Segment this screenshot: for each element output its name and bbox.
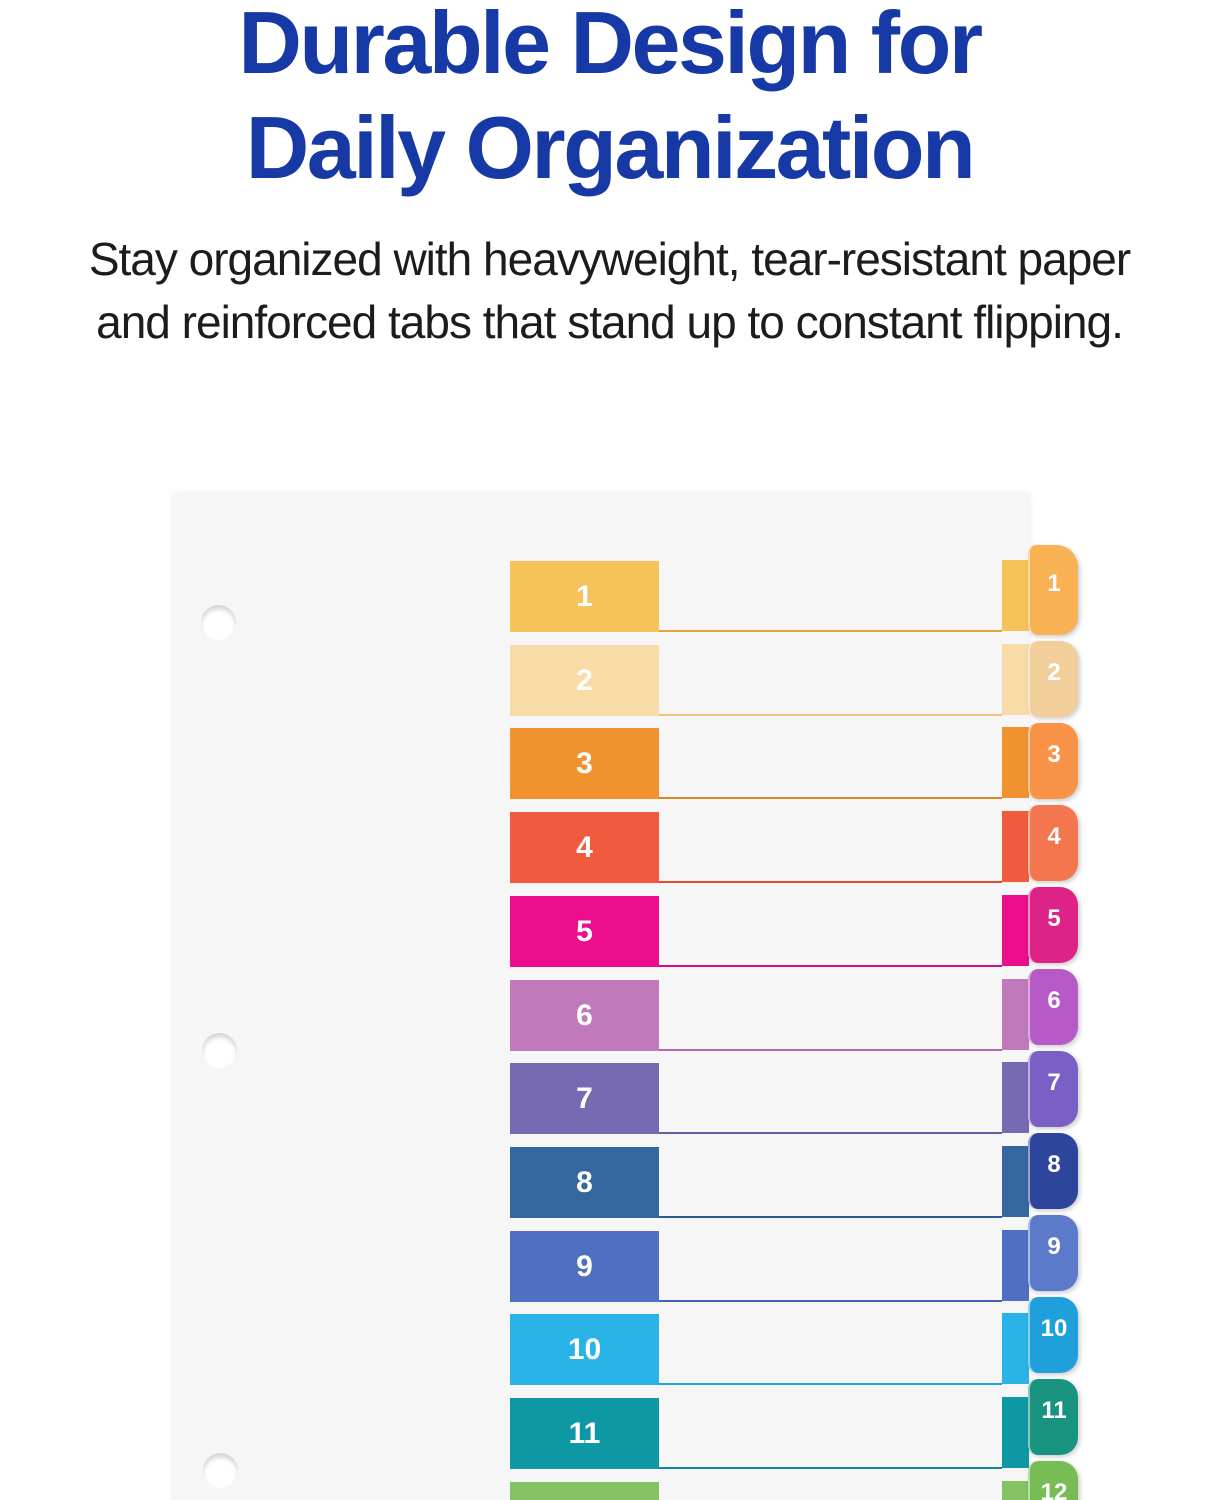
subtitle-line-2: and reinforced tabs that stand up to con… (96, 296, 1124, 348)
index-tab-4: 4 (1028, 805, 1078, 881)
divider-sheet: 112233445566778899101011111212 (174, 493, 1078, 1500)
row-rule-4 (659, 881, 1002, 883)
punch-hole-bottom (203, 1453, 238, 1488)
index-tab-12: 12 (1028, 1461, 1078, 1500)
row-rule-8 (659, 1216, 1002, 1218)
edge-strip-8 (1002, 1146, 1029, 1217)
tab-number: 11 (1041, 1397, 1067, 1424)
row-number: 2 (576, 663, 593, 697)
index-tab-9: 9 (1028, 1215, 1078, 1291)
row-rule-1 (659, 630, 1002, 632)
edge-strip-9 (1002, 1230, 1029, 1301)
index-tab-11: 11 (1028, 1379, 1078, 1455)
title-line-2: Daily Organization (245, 98, 976, 197)
edge-strip-10 (1002, 1313, 1029, 1384)
edge-strip-2 (1002, 644, 1029, 715)
title-line-1: Durable Design for (238, 0, 983, 92)
index-tab-10: 10 (1028, 1297, 1078, 1373)
punch-hole-middle (202, 1033, 237, 1068)
index-tab-3: 3 (1028, 723, 1078, 799)
row-rule-11 (659, 1467, 1002, 1469)
punch-hole-top (201, 605, 236, 640)
edge-strip-12 (1002, 1481, 1029, 1500)
index-tab-6: 6 (1028, 969, 1078, 1045)
row-rule-5 (659, 965, 1002, 967)
tab-number: 10 (1040, 1315, 1068, 1342)
row-block-8: 8 (510, 1147, 659, 1218)
row-number: 3 (576, 746, 593, 780)
edge-strip-11 (1002, 1397, 1029, 1468)
tab-number: 2 (1047, 659, 1061, 686)
tab-number: 12 (1040, 1479, 1068, 1500)
page-subtitle: Stay organized with heavyweight, tear-re… (0, 228, 1219, 354)
edge-strip-4 (1002, 811, 1029, 882)
row-number: 4 (576, 830, 593, 864)
index-tab-2: 2 (1028, 641, 1078, 717)
tab-number: 6 (1047, 987, 1061, 1014)
tab-number: 3 (1047, 741, 1061, 768)
row-block-11: 11 (510, 1398, 659, 1469)
row-block-5: 5 (510, 896, 659, 967)
edge-strip-5 (1002, 895, 1029, 966)
row-number: 6 (576, 998, 593, 1032)
subtitle-line-1: Stay organized with heavyweight, tear-re… (88, 233, 1131, 285)
edge-strip-7 (1002, 1062, 1029, 1133)
index-tab-7: 7 (1028, 1051, 1078, 1127)
row-number: 9 (576, 1249, 593, 1283)
row-block-6: 6 (510, 980, 659, 1051)
row-rule-7 (659, 1132, 1002, 1134)
page-title: Durable Design for Daily Organization (0, 0, 1219, 200)
row-number: 11 (568, 1416, 601, 1450)
row-rule-9 (659, 1300, 1002, 1302)
row-rule-3 (659, 797, 1002, 799)
row-rule-10 (659, 1383, 1002, 1385)
edge-strip-3 (1002, 727, 1029, 798)
row-number: 10 (567, 1332, 602, 1366)
row-block-3: 3 (510, 728, 659, 799)
row-number: 8 (576, 1165, 593, 1199)
row-block-4: 4 (510, 812, 659, 883)
edge-strip-6 (1002, 979, 1029, 1050)
tab-number: 9 (1047, 1233, 1061, 1260)
row-number: 5 (576, 914, 593, 948)
tab-number: 8 (1047, 1151, 1061, 1178)
row-number: 1 (576, 579, 593, 613)
row-block-10: 10 (510, 1314, 659, 1385)
tab-number: 4 (1047, 823, 1061, 850)
index-tab-1: 1 (1028, 545, 1078, 635)
index-tab-8: 8 (1028, 1133, 1078, 1209)
tab-number: 5 (1047, 905, 1061, 932)
index-tab-5: 5 (1028, 887, 1078, 963)
edge-strip-1 (1002, 560, 1029, 631)
row-block-2: 2 (510, 645, 659, 716)
tab-number: 7 (1047, 1069, 1061, 1096)
row-number: 7 (576, 1081, 593, 1115)
row-block-1: 1 (510, 561, 659, 632)
row-rule-6 (659, 1049, 1002, 1051)
row-block-12: 12 (510, 1482, 659, 1500)
row-block-7: 7 (510, 1063, 659, 1134)
row-block-9: 9 (510, 1231, 659, 1302)
tab-number: 1 (1047, 570, 1061, 597)
row-rule-2 (659, 714, 1002, 716)
